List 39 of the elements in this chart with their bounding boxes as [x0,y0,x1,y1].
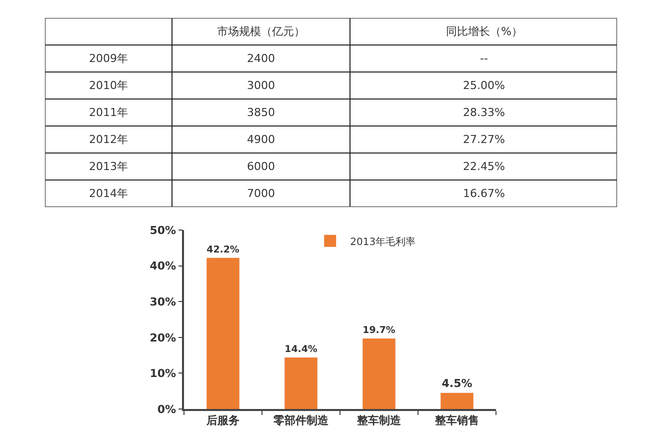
y-tick-label: 2009年 [89,52,128,65]
y-tick-label: 2010年 [89,79,128,92]
y-tick-label: 10% [150,367,176,380]
data-label: 14.4% [284,344,318,355]
x-tick-label: 整车制造 [356,414,402,427]
bar [206,258,240,409]
data-label: 27.27% [463,133,505,146]
x-tick-label: 同比增长（%） [446,25,522,38]
data-label: 4900 [247,133,275,146]
x-tick-label: 整车销售 [434,414,479,427]
y-tick-label: 20% [150,331,176,344]
data-label: 16.67% [463,187,505,200]
y-tick-label: 30% [150,295,176,308]
bar [362,338,396,409]
x-tick-label: 市场规模（亿元） [217,25,305,38]
y-tick-label: 0% [157,402,176,416]
x-tick-label: 零部件制造 [272,414,330,427]
legend-label: 2013年毛利率 [350,236,416,248]
data-label: 25.00% [463,79,505,92]
y-tick-label: 50% [150,224,176,237]
data-label: 3850 [247,106,275,119]
data-label: 42.2% [206,244,240,256]
data-label: 6000 [247,160,275,173]
data-label: 19.7% [362,324,396,336]
data-label: 28.33% [463,106,505,119]
data-label: 3000 [247,79,275,92]
bar [440,392,474,409]
y-tick-label: 2011年 [89,106,128,119]
text: -- [480,52,488,65]
data-label: 22.45% [463,160,505,173]
y-tick-label: 2012年 [89,133,128,146]
y-tick-label: 40% [150,260,176,273]
data-label: 7000 [247,187,275,200]
y-tick-label: 2014年 [89,187,128,200]
data-label: 2400 [247,52,275,65]
x-tick-label: 后服务 [206,414,240,427]
data-label: 4.5% [442,376,472,390]
y-tick-label: 2013年 [89,160,128,173]
bar [284,357,318,409]
